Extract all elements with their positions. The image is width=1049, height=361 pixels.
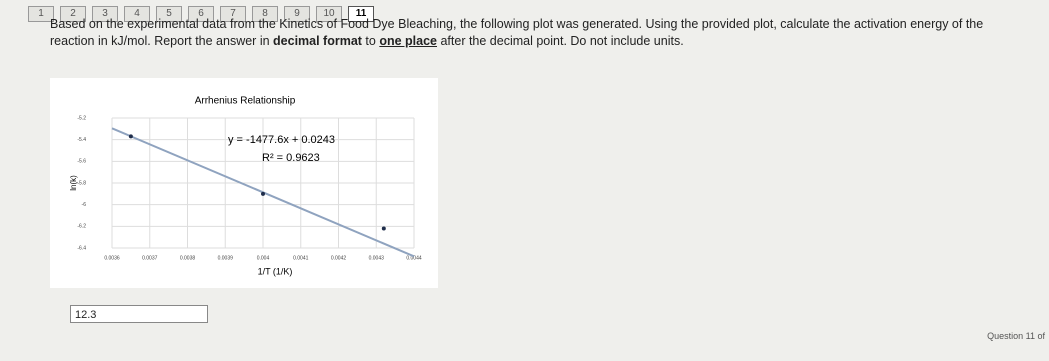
question-tab[interactable]: 1 — [28, 6, 54, 22]
y-tick-label: -6 — [82, 202, 87, 208]
equation-label: y = -1477.6x + 0.0243 — [228, 134, 335, 146]
question-tab[interactable]: 2 — [60, 6, 86, 22]
chart-image: Arrhenius Relationship 1/T (1/K) ln(k) -6.4… — [50, 78, 438, 288]
x-tick-label: 0.0038 — [180, 255, 196, 261]
question-tab[interactable]: 4 — [124, 6, 150, 22]
text: to — [361, 34, 380, 48]
question-tab[interactable]: 10 — [316, 6, 342, 22]
answer-input[interactable]: 12.3 — [70, 305, 208, 323]
data-point — [381, 226, 386, 231]
question-tab[interactable]: 6 — [188, 6, 214, 22]
x-tick-label: 0.0039 — [218, 255, 234, 261]
x-tick-label: 0.0036 — [104, 255, 120, 261]
y-tick-label: -5.8 — [77, 180, 86, 186]
y-tick-label: -5.2 — [77, 115, 86, 121]
text: after the decimal point. Do not include … — [437, 34, 684, 48]
tab-bar: 1 2 3 4 5 6 7 8 9 10 11 — [28, 6, 374, 22]
bold-text: decimal format — [273, 34, 362, 48]
data-point — [128, 134, 133, 139]
chart: Arrhenius Relationship 1/T (1/K) ln(k) -6.4… — [69, 96, 422, 277]
question-tab[interactable]: 5 — [156, 6, 182, 22]
r2-label: R² = 0.9623 — [262, 152, 320, 164]
data-point — [261, 191, 265, 196]
x-tick-label: 0.0037 — [142, 255, 158, 261]
question-tab[interactable]: 8 — [252, 6, 278, 22]
y-tick-label: -5.6 — [77, 159, 86, 165]
y-tick-label: -6.4 — [77, 245, 86, 251]
x-tick-label: 0.0044 — [406, 255, 422, 261]
x-tick-label: 0.0041 — [293, 255, 309, 261]
x-axis-label: 1/T (1/K) — [258, 266, 293, 276]
text: reaction in kJ/mol. Report the answer in — [50, 34, 274, 48]
x-tick-label: 0.0042 — [331, 255, 347, 261]
question-tab[interactable]: 9 — [284, 6, 310, 22]
y-tick-label: -5.4 — [77, 137, 86, 143]
question-line: Based on the experimental data from the … — [50, 17, 984, 31]
question-line: reaction in kJ/mol. Report the answer in… — [50, 33, 1040, 50]
y-axis-label: ln(k) — [69, 175, 78, 191]
question-counter: Question 11 of — [987, 331, 1045, 341]
underlined-text: one place — [379, 34, 437, 48]
question: Based on the experimental data from the … — [50, 16, 1040, 50]
x-tick-label: 0.004 — [257, 255, 270, 261]
chart-title: Arrhenius Relationship — [195, 96, 296, 107]
question-tab[interactable]: 11 — [348, 6, 374, 22]
x-tick-label: 0.0043 — [369, 255, 385, 261]
y-tick-label: -6.2 — [77, 224, 86, 230]
question-tab[interactable]: 7 — [220, 6, 246, 22]
question-tab[interactable]: 3 — [92, 6, 118, 22]
